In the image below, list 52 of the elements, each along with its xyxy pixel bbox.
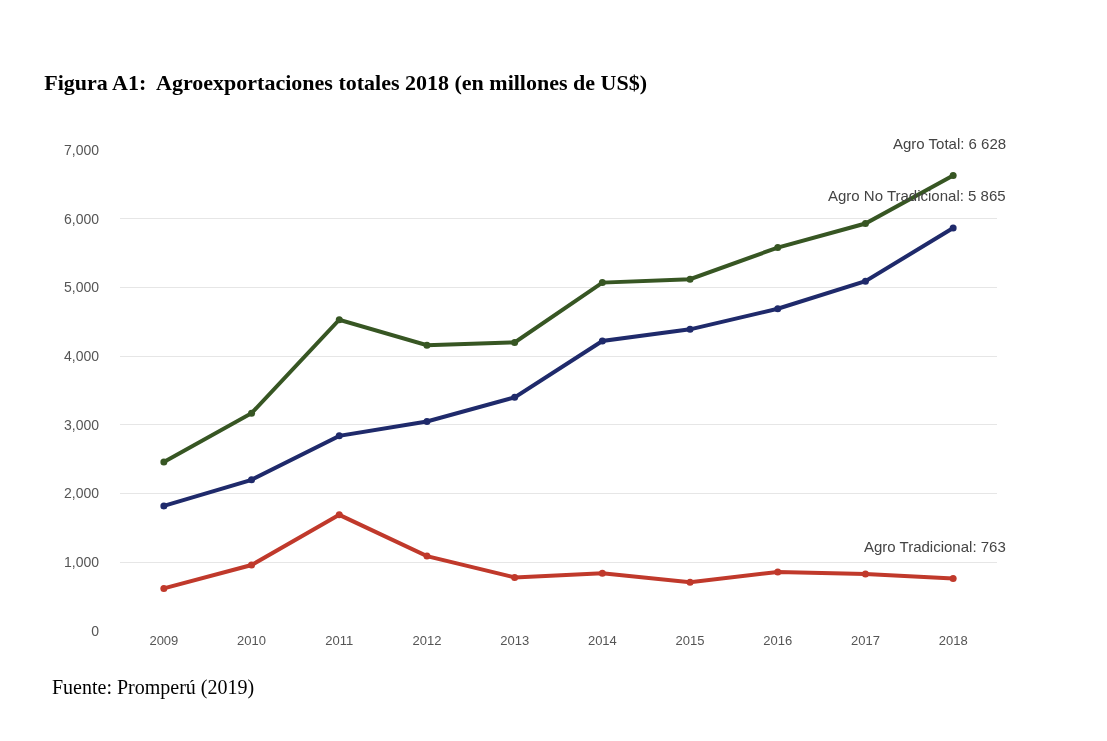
- y-tick-label: 7,000: [63, 141, 100, 158]
- point: [861, 277, 869, 285]
- x-tick-label: 2009: [149, 633, 179, 648]
- point: [335, 432, 343, 440]
- point: [160, 584, 168, 592]
- point: [598, 569, 606, 577]
- x-tick-label: 2015: [675, 633, 705, 648]
- point: [248, 476, 256, 484]
- point: [686, 275, 694, 283]
- x-tick-label: 2018: [938, 633, 968, 648]
- point: [511, 573, 519, 581]
- point: [248, 409, 256, 417]
- annotation: Agro Tradicional: 763: [864, 538, 1006, 555]
- x-tick-label: 2017: [850, 633, 880, 648]
- y-tick-label: 3,000: [63, 416, 100, 433]
- point: [423, 417, 431, 425]
- point: [949, 224, 957, 232]
- point: [160, 502, 168, 510]
- x-tick-label: 2011: [325, 633, 354, 648]
- point: [861, 220, 869, 228]
- y-tick-label: 6,000: [63, 210, 100, 227]
- point: [861, 570, 869, 578]
- x-tick-label: 2013: [500, 633, 530, 648]
- x-tick-label: 2014: [587, 633, 617, 648]
- point: [686, 325, 694, 333]
- y-tick-label: 4,000: [63, 348, 100, 365]
- annotation: Agro Total: 6 628: [893, 135, 1007, 152]
- x-tick-label: 2016: [763, 633, 793, 648]
- point: [598, 337, 606, 345]
- point: [686, 578, 694, 586]
- point: [949, 575, 957, 583]
- y-tick-label: 1,000: [63, 554, 100, 571]
- chart-title: Figura A1: Agroexportaciones totales 2018 (en millones de US$): [44, 69, 647, 95]
- point: [774, 244, 782, 252]
- y-tick-label: 2,000: [63, 485, 100, 502]
- point: [423, 552, 431, 560]
- point: [511, 393, 519, 401]
- point: [160, 458, 168, 466]
- point: [774, 568, 782, 576]
- point: [423, 341, 431, 349]
- y-tick-label: 5,000: [63, 279, 100, 296]
- point: [949, 172, 957, 180]
- point: [774, 305, 782, 313]
- point: [511, 338, 519, 346]
- point: [248, 561, 256, 569]
- point: [335, 511, 343, 519]
- point: [335, 316, 343, 324]
- point: [598, 279, 606, 287]
- y-tick-label: 0: [91, 622, 100, 639]
- source-note: Fuente: Promperú (2019): [52, 676, 255, 699]
- x-tick-label: 2012: [412, 633, 442, 648]
- x-tick-label: 2010: [237, 633, 267, 648]
